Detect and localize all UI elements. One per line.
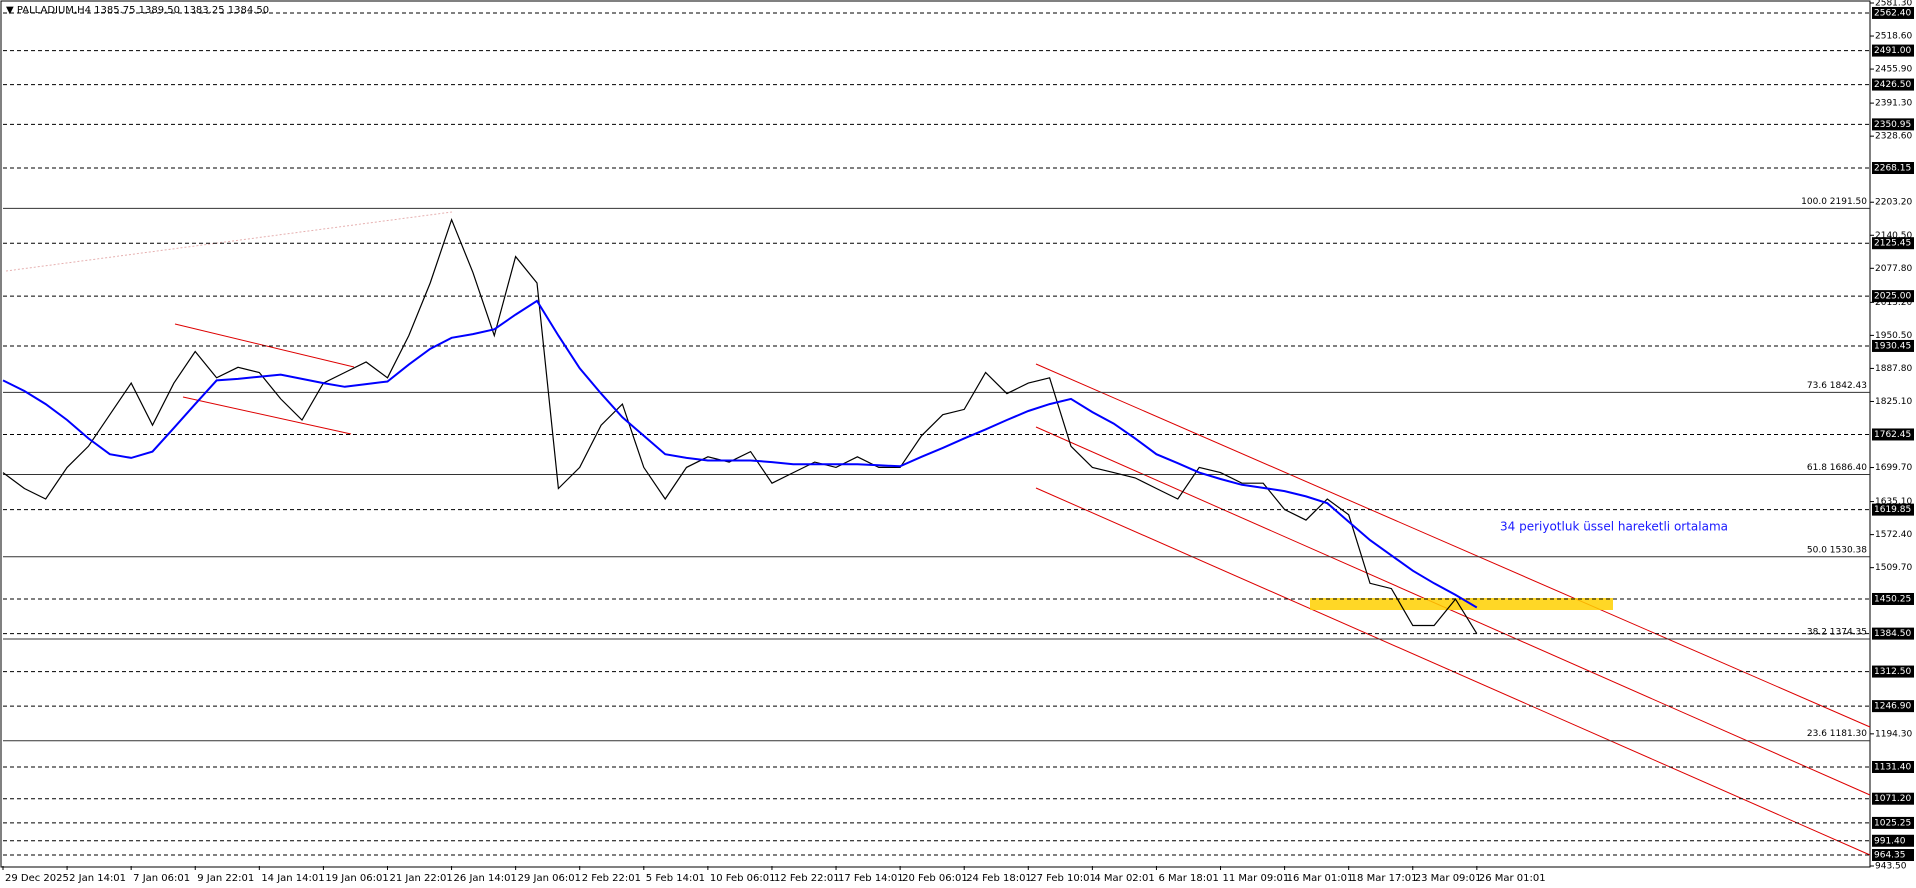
fib-label: 38.2 1374.35: [1807, 627, 1867, 637]
level-label-box: [1872, 118, 1914, 131]
level-label-box: [1872, 700, 1914, 713]
level-label: 1930.45: [1874, 341, 1911, 351]
level-label: 1384.50: [1874, 629, 1911, 639]
level-label: 2125.45: [1874, 239, 1911, 249]
level-label-box: [1872, 290, 1914, 303]
level-label-box: [1872, 503, 1914, 516]
level-label-box: [1872, 237, 1914, 250]
y-tick-label: 1509.70: [1875, 563, 1912, 573]
fib-label: 73.6 1842.43: [1807, 381, 1867, 391]
x-tick-label: 16 Mar 01:01: [1287, 873, 1354, 884]
level-label: 991.40: [1874, 836, 1906, 846]
symbol-header: ▼ PALLADIUM,H4 1385.75 1389.50 1383.25 1…: [6, 5, 269, 16]
level-label-box: [1872, 849, 1914, 862]
level-label: 1762.45: [1874, 430, 1911, 440]
y-tick-label: 1950.50: [1875, 331, 1912, 341]
x-tick-label: 20 Feb 06:01: [902, 873, 968, 884]
x-tick-label: 9 Jan 22:01: [197, 873, 254, 884]
level-label: 1131.40: [1874, 762, 1911, 772]
ema-annotation: 34 periyotluk üssel hareketli ortalama: [1500, 520, 1728, 534]
y-tick-label: 1635.10: [1875, 497, 1912, 507]
x-tick-label: 19 Jan 06:01: [325, 873, 388, 884]
plot-frame: [0, 0, 1871, 868]
level-label-box: [1872, 44, 1914, 57]
x-tick-label: 14 Jan 14:01: [261, 873, 324, 884]
level-label: 2268.15: [1874, 164, 1911, 174]
y-tick-label: 943.50: [1875, 862, 1907, 872]
y-tick-label: 2328.60: [1875, 132, 1912, 142]
level-label: 2426.50: [1874, 80, 1911, 90]
x-tick-label: 17 Feb 14:01: [838, 873, 904, 884]
level-label: 1071.20: [1874, 794, 1911, 804]
channel-line: [182, 396, 352, 435]
level-label-box: [1872, 627, 1914, 640]
level-label: 2491.00: [1874, 46, 1911, 56]
level-label: 1025.25: [1874, 818, 1911, 828]
level-label-box: [1872, 792, 1914, 805]
y-tick-label: 1699.70: [1875, 463, 1912, 473]
level-label-box: [1872, 592, 1914, 605]
level-label: 1312.50: [1874, 667, 1911, 677]
x-tick-label: 24 Feb 18:01: [966, 873, 1032, 884]
level-label: 964.35: [1874, 851, 1906, 861]
level-label-box: [1872, 834, 1914, 847]
x-tick-label: 26 Mar 01:01: [1479, 873, 1546, 884]
level-label-box: [1872, 816, 1914, 829]
y-tick-label: 2140.50: [1875, 231, 1912, 241]
price-line: [2, 217, 1478, 634]
resistance-zone: [1310, 598, 1613, 610]
level-label-box: [1872, 760, 1914, 773]
x-tick-label: 2 Jan 14:01: [69, 873, 126, 884]
x-tick-label: 12 Feb 22:01: [774, 873, 840, 884]
channel-line: [1035, 363, 1871, 728]
level-label: 2025.00: [1874, 292, 1911, 302]
x-tick-label: 23 Mar 09:01: [1415, 873, 1482, 884]
channel-line: [1035, 426, 1871, 796]
x-tick-label: 11 Mar 09:01: [1223, 873, 1290, 884]
level-label: 2350.95: [1874, 120, 1911, 130]
fib-label: 100.0 2191.50: [1801, 197, 1867, 207]
fib-label: 50.0 1530.38: [1807, 545, 1867, 555]
x-tick-label: 21 Jan 22:01: [389, 873, 452, 884]
level-label: 1619.85: [1874, 505, 1911, 515]
level-label: 1246.90: [1874, 702, 1911, 712]
x-tick-label: 4 Mar 02:01: [1094, 873, 1154, 884]
x-tick-label: 18 Mar 17:01: [1351, 873, 1418, 884]
y-tick-label: 1887.80: [1875, 364, 1912, 374]
x-tick-label: 2 Feb 22:01: [582, 873, 641, 884]
x-tick-label: 29 Jan 06:01: [518, 873, 581, 884]
level-label-box: [1872, 339, 1914, 352]
level-label-box: [1872, 78, 1914, 91]
y-tick-label: 2077.80: [1875, 264, 1912, 274]
level-label: 2562.40: [1874, 8, 1911, 18]
y-tick-label: 2013.20: [1875, 298, 1912, 308]
x-tick-label: 10 Feb 06:01: [710, 873, 776, 884]
fib-label: 23.6 1181.30: [1807, 729, 1867, 739]
x-tick-label: 26 Jan 14:01: [454, 873, 517, 884]
level-label-box: [1872, 665, 1914, 678]
x-tick-label: 27 Feb 10:01: [1030, 873, 1096, 884]
level-label-box: [1872, 428, 1914, 441]
level-label-box: [1872, 162, 1914, 175]
level-label-box: [1872, 6, 1914, 19]
y-tick-label: 2518.60: [1875, 32, 1912, 42]
level-label: 1450.25: [1874, 594, 1911, 604]
fib-base-line: [5, 211, 453, 272]
y-tick-label: 1194.30: [1875, 729, 1912, 739]
y-tick-label: 2581.30: [1875, 0, 1912, 9]
y-tick-label: 2455.90: [1875, 65, 1912, 75]
fib-label: 61.8 1686.40: [1807, 463, 1867, 473]
y-tick-label: 1572.40: [1875, 530, 1912, 540]
y-tick-label: 2203.20: [1875, 198, 1912, 208]
x-tick-label: 5 Feb 14:01: [646, 873, 705, 884]
y-tick-label: 2391.30: [1875, 99, 1912, 109]
x-tick-label: 7 Jan 06:01: [133, 873, 190, 884]
x-tick-label: 29 Dec 2025: [5, 873, 69, 884]
price-line: [2, 299, 1478, 609]
y-tick-label: 1825.10: [1875, 397, 1912, 407]
x-tick-label: 6 Mar 18:01: [1158, 873, 1218, 884]
